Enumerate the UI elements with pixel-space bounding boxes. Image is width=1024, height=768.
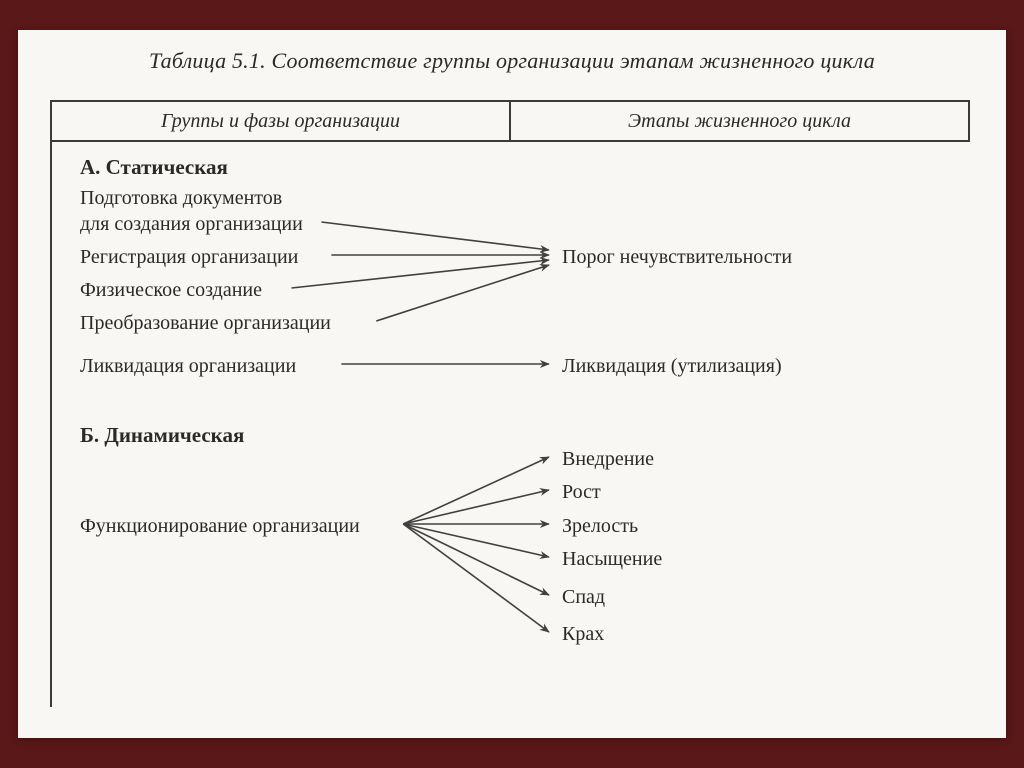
stage-intro: Внедрение — [562, 447, 654, 472]
stage-saturation: Насыщение — [562, 547, 662, 572]
item-registration: Регистрация организации — [80, 245, 298, 270]
header-right: Этапы жизненного цикла — [511, 102, 968, 140]
diagram: Группы и фазы организации Этапы жизненно… — [50, 100, 970, 710]
item-prep-docs-l1: Подготовка документов — [80, 186, 282, 211]
item-physical: Физическое создание — [80, 278, 262, 303]
item-functioning: Функционирование организации — [80, 514, 360, 539]
stage-threshold: Порог нечувствительности — [562, 245, 792, 270]
section-a-label: А. Статическая — [80, 154, 228, 180]
item-transform: Преобразование организации — [80, 311, 331, 336]
header-left: Группы и фазы организации — [52, 102, 511, 140]
table-header: Группы и фазы организации Этапы жизненно… — [50, 100, 970, 142]
item-liquidation-left: Ликвидация организации — [80, 354, 296, 379]
stage-crash: Крах — [562, 622, 604, 647]
section-b-label: Б. Динамическая — [80, 422, 244, 448]
item-prep-docs-l2: для создания организации — [80, 212, 303, 237]
stage-decline: Спад — [562, 585, 605, 610]
stage-growth: Рост — [562, 480, 601, 505]
stage-liquidation: Ликвидация (утилизация) — [562, 354, 782, 379]
stage-maturity: Зрелость — [562, 514, 638, 539]
table-caption: Таблица 5.1. Соответствие группы организ… — [50, 48, 974, 74]
page-scan: Таблица 5.1. Соответствие группы организ… — [18, 30, 1006, 738]
content-area: А. Статическая Подготовка документов для… — [50, 142, 970, 707]
